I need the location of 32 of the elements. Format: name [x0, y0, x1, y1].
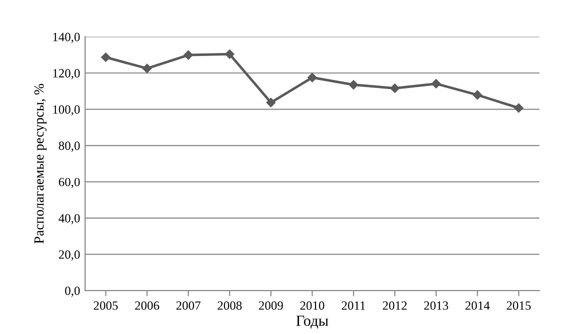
point [225, 50, 234, 59]
x-tick-label: 2009 [258, 301, 283, 310]
x-tick-label: 2015 [506, 301, 531, 310]
y-tick-label: 100,0 [53, 105, 80, 116]
y-tick-label: 140,0 [53, 32, 80, 43]
y-tick-label: 0,0 [65, 286, 80, 297]
y-tick-label: 40,0 [58, 214, 80, 224]
x-axis-title: Годы [296, 316, 328, 329]
y-axis-title: Располагаемые ресурсы, % [34, 84, 47, 244]
point [184, 50, 193, 60]
x-tick-label: 2010 [300, 301, 324, 310]
x-tick-label: 2008 [218, 301, 242, 310]
x-tick-label: 2011 [342, 301, 366, 310]
point [101, 52, 110, 62]
point [348, 80, 358, 90]
x-tick-label: 2013 [424, 301, 448, 310]
x-tick-label: 2007 [176, 301, 200, 310]
point [266, 98, 276, 108]
y-tick-label: 120,0 [53, 69, 80, 80]
y-tick-label: 80,0 [58, 142, 80, 152]
point [308, 72, 317, 82]
y-tick-label: 60,0 [58, 178, 80, 188]
y-tick-label: 20,0 [58, 250, 80, 261]
point [431, 79, 441, 88]
point [142, 64, 152, 74]
point [514, 103, 524, 113]
x-tick-label: 2006 [135, 301, 160, 310]
point [472, 90, 482, 100]
x-tick-label: 2005 [94, 301, 118, 310]
x-tick-label: 2012 [382, 301, 407, 310]
x-tick-label: 2014 [465, 301, 490, 310]
point [390, 84, 400, 93]
